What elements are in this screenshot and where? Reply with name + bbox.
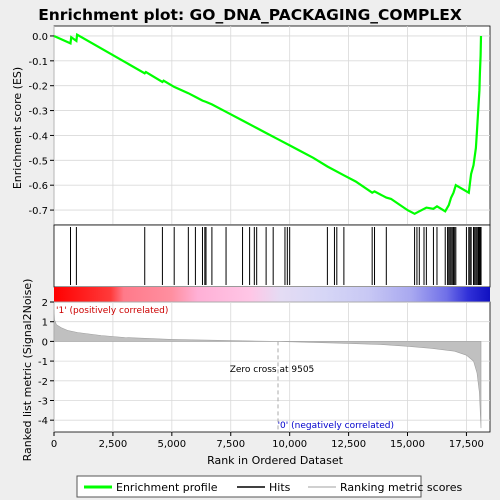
rank-color-bar	[54, 287, 490, 302]
es-panel: 0.0 -0.1 -0.2 -0.3 -0.4 -0.5 -0.6 -0.7	[28, 25, 491, 226]
metric-tick-label: 1	[42, 318, 48, 329]
x-tick-label: 2,500	[99, 439, 128, 450]
es-tick-label: -0.6	[28, 181, 48, 192]
metric-axis: 2 1 0 -1 -2 -3 -4	[38, 298, 54, 427]
es-tick-label: -0.3	[28, 107, 48, 118]
hits-panel	[53, 224, 491, 288]
es-tick-label: -0.7	[28, 206, 48, 217]
metric-grid	[53, 301, 490, 432]
x-axis: 0 2,500 5,000 7,500 10,000 12,500 15,000 17,500	[51, 432, 484, 450]
x-tick-label: 17,500	[449, 439, 484, 450]
es-tick-label: 0.0	[32, 32, 48, 43]
es-tick-label: -0.4	[28, 131, 48, 142]
x-tick-label: 15,000	[390, 439, 425, 450]
positive-correlation-label: '1' (positively correlated)	[56, 306, 168, 316]
metric-tick-label: -2	[38, 377, 48, 388]
metric-panel: 210-1-2-3-4 '1' (positively correlated) …	[38, 298, 491, 433]
es-y-axis-label: Enrichment score (ES)	[11, 67, 24, 189]
x-tick-label: 7,500	[216, 439, 245, 450]
chart-title: Enrichment plot: GO_DNA_PACKAGING_COMPLE…	[38, 6, 462, 24]
metric-y-axis-label: Ranked list metric (Signal2Noise)	[21, 279, 34, 462]
hits-area	[53, 224, 491, 288]
es-plot-area	[53, 25, 491, 226]
legend-hits-label: Hits	[269, 481, 291, 494]
enrichment-profile-line	[53, 32, 483, 216]
es-axis: 0.0 -0.1 -0.2 -0.3 -0.4 -0.5 -0.6 -0.7	[28, 32, 54, 217]
metric-tick-label: 0	[42, 337, 48, 348]
negative-correlation-label: '0' (negatively correlated)	[278, 421, 394, 431]
metric-plot-area	[53, 301, 491, 433]
rank-gradient-strip	[54, 287, 490, 302]
x-tick-label: 0	[51, 439, 57, 450]
x-tick-label: 12,500	[331, 439, 366, 450]
es-tick-label: -0.2	[28, 82, 48, 93]
x-axis-label: Rank in Ordered Dataset	[207, 454, 344, 467]
legend-profile-label: Enrichment profile	[116, 481, 218, 494]
x-tick-label: 10,000	[272, 439, 307, 450]
legend-metric-label: Ranking metric scores	[340, 481, 462, 494]
metric-tick-label: 2	[42, 298, 48, 309]
x-tick-label: 5,000	[158, 439, 187, 450]
es-tick-label: -0.1	[28, 57, 48, 68]
metric-tick-label: -4	[38, 416, 48, 427]
zero-cross-label: Zero cross at 9505	[230, 365, 315, 375]
legend: Enrichment profile Hits Ranking metric s…	[76, 475, 462, 498]
ranking-metric-area	[53, 309, 482, 429]
es-tick-label: -0.5	[28, 156, 48, 167]
metric-tick-label: -3	[38, 396, 48, 407]
hit-lines	[69, 227, 482, 285]
metric-tick-label: -1	[38, 357, 48, 368]
